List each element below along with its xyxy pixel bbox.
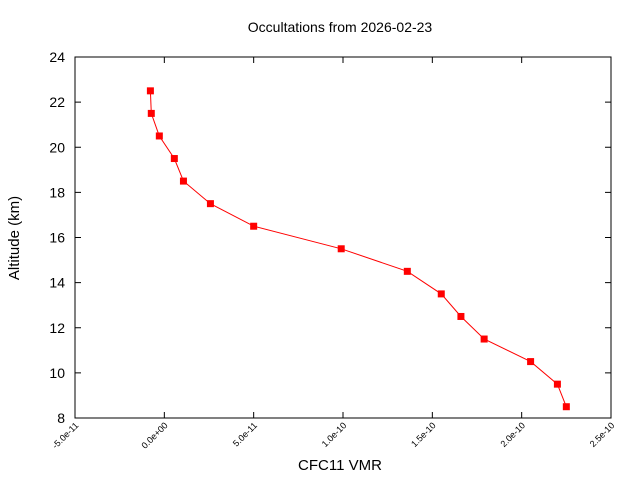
data-point <box>553 380 561 388</box>
y-tick-label: 16 <box>49 230 65 246</box>
data-point <box>170 155 178 163</box>
data-point <box>480 335 488 343</box>
x-tick-label: 2.5e-10 <box>588 420 617 449</box>
y-axis-label: Altitude (km) <box>6 196 23 280</box>
y-tick-label: 20 <box>49 139 65 155</box>
y-tick-label: 10 <box>49 365 65 381</box>
data-point <box>250 222 258 230</box>
y-tick-label: 18 <box>49 184 65 200</box>
x-tick-label: 2.0e-10 <box>498 420 527 449</box>
x-tick-label: -5.0e-11 <box>50 420 80 450</box>
data-point <box>562 403 570 411</box>
x-axis-label: CFC11 VMR <box>298 457 382 474</box>
data-point <box>403 267 411 275</box>
y-tick-label: 24 <box>49 49 65 65</box>
data-point <box>155 132 163 140</box>
chart-title: Occultations from 2026-02-23 <box>248 19 433 35</box>
y-tick-label: 12 <box>49 320 65 336</box>
series-line <box>149 90 567 407</box>
data-point <box>527 358 535 366</box>
x-tick-label: 1.5e-10 <box>409 420 438 449</box>
data-point <box>457 312 465 320</box>
data-point <box>437 290 445 298</box>
y-tick-label: 8 <box>57 410 65 426</box>
y-tick-label: 22 <box>49 94 65 110</box>
x-tick-label: 0.0e+00 <box>139 420 169 450</box>
data-point <box>179 177 187 185</box>
x-tick-label: 5.0e-11 <box>231 420 259 448</box>
y-tick-label: 14 <box>49 275 65 291</box>
data-point <box>146 87 154 95</box>
x-tick-label: 1.0e-10 <box>320 420 349 449</box>
data-point <box>337 245 345 253</box>
data-point <box>206 200 214 208</box>
data-point <box>147 109 155 117</box>
